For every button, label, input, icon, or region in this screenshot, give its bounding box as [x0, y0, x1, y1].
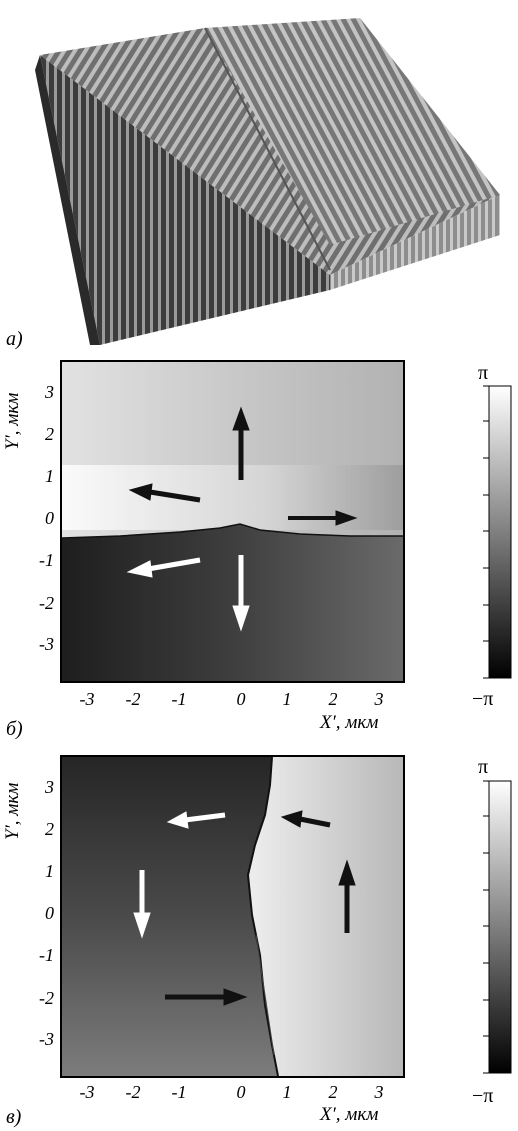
y-tick: 1: [28, 862, 54, 880]
x-tick: 1: [274, 690, 300, 708]
panel-label-c: в): [6, 1106, 21, 1129]
colorbar-bottom-b: −π: [472, 688, 493, 711]
x-tick: -2: [120, 1083, 146, 1101]
phase-map-b: [60, 360, 405, 683]
colorbar-bottom-c: −π: [472, 1085, 493, 1108]
y-tick: 0: [28, 509, 54, 527]
x-tick: 1: [274, 1083, 300, 1101]
y-tick: -1: [28, 551, 54, 569]
x-tick: 3: [366, 690, 392, 708]
x-tick: -1: [166, 1083, 192, 1101]
y-tick: -3: [28, 635, 54, 653]
y-tick: -1: [28, 946, 54, 964]
relief-3d-image: [30, 0, 518, 350]
y-tick: 0: [28, 904, 54, 922]
phase-map-c: [60, 755, 405, 1078]
y-tick: 2: [28, 820, 54, 838]
colorbar-c: [483, 780, 513, 1075]
x-tick: 2: [320, 690, 346, 708]
x-tick: -1: [166, 690, 192, 708]
x-axis-title-b: X′, мкм: [320, 712, 378, 734]
colorbar-top-c: π: [478, 756, 488, 779]
y-tick: 3: [28, 778, 54, 796]
panel-a: [30, 0, 518, 350]
y-tick: 2: [28, 425, 54, 443]
y-tick: -2: [28, 989, 54, 1007]
colorbar-b: [483, 385, 513, 680]
x-tick: -3: [74, 690, 100, 708]
panel-label-b: б): [6, 718, 23, 741]
x-tick: 0: [228, 1083, 254, 1101]
y-axis-title-b: Y′, мкм: [2, 393, 24, 450]
x-tick: 3: [366, 1083, 392, 1101]
y-tick: -3: [28, 1030, 54, 1048]
panel-label-a: а): [6, 328, 23, 351]
colorbar-top-b: π: [478, 362, 488, 385]
y-tick: -2: [28, 594, 54, 612]
x-axis-title-c: X′, мкм: [320, 1104, 378, 1126]
x-tick: -3: [74, 1083, 100, 1101]
y-axis-title-c: Y′, мкм: [2, 783, 24, 840]
x-tick: 2: [320, 1083, 346, 1101]
y-tick: 1: [28, 467, 54, 485]
y-tick: 3: [28, 383, 54, 401]
x-tick: -2: [120, 690, 146, 708]
x-tick: 0: [228, 690, 254, 708]
